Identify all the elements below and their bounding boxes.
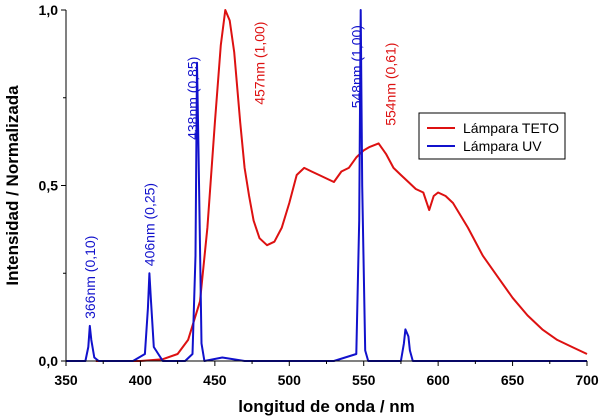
peak-annotation: 548nm (1,00) [348,25,364,108]
legend: Lámpara TETO Lámpara UV [418,112,566,160]
peak-annotation: 438nm (0,85) [185,57,201,140]
x-tick-label: 650 [501,372,525,388]
peak-annotation: 554nm (0,61) [383,43,399,126]
legend-label: Lámpara UV [463,138,542,154]
x-tick-label: 700 [575,372,599,388]
x-tick-label: 500 [278,372,302,388]
annotation-layer: 366nm (0,10) 406nm (0,25) 438nm (0,85) 457n… [82,22,399,319]
x-tick-label: 450 [203,372,227,388]
peak-annotation: 366nm (0,10) [82,236,98,319]
peak-annotation: 457nm (1,00) [252,22,268,105]
series-line-0 [95,9,588,362]
y-tick-label: 1,0 [39,2,59,18]
x-axis-title: longitud de onda / nm [238,397,415,416]
peak-annotation: 406nm (0,25) [141,183,157,266]
y-axis-title: Intensidad / Normalizada [3,85,22,286]
x-tick-label: 400 [129,372,153,388]
legend-label: Lámpara TETO [463,120,559,136]
x-tick-label: 550 [352,372,376,388]
x-tick-label: 350 [54,372,78,388]
y-tick-label: 0,5 [39,178,59,194]
axes-layer: 350 400 450 500 550 600 650 700 0,0 0,5 1,0 [39,2,599,388]
x-tick-label: 600 [426,372,450,388]
legend-box [418,112,566,160]
y-tick-label: 0,0 [39,353,59,369]
